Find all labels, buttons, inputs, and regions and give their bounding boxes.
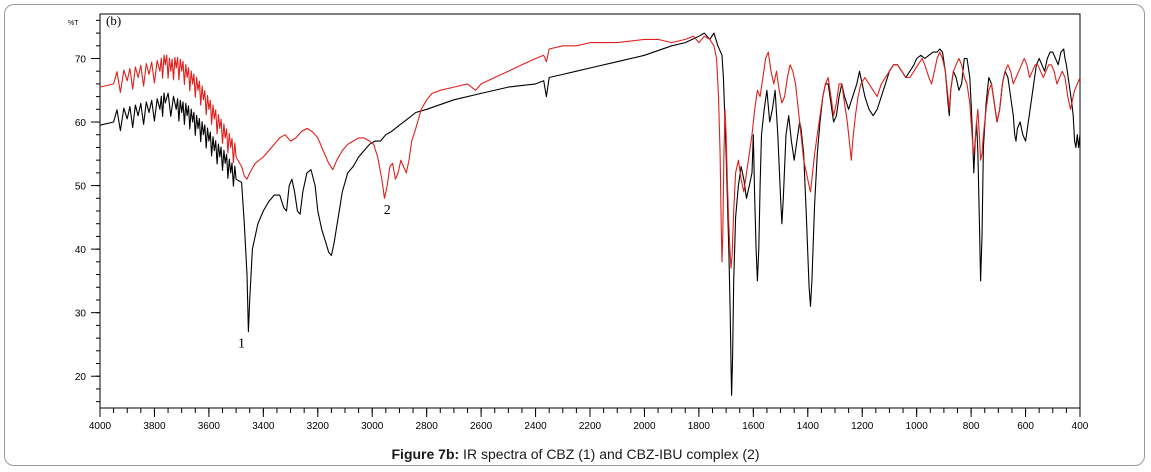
panel-label: (b) xyxy=(106,13,121,28)
x-tick-label: 3600 xyxy=(198,421,221,432)
series-line-1 xyxy=(99,32,1081,396)
y-tick-label: 50 xyxy=(75,182,87,193)
y-axis-label: %T xyxy=(68,20,79,27)
x-tick-label: 400 xyxy=(1072,421,1089,432)
y-tick-label: 60 xyxy=(75,118,87,129)
x-tick-label: 3200 xyxy=(307,421,330,432)
y-tick-label: 40 xyxy=(75,245,87,256)
x-tick-label: 1200 xyxy=(851,421,874,432)
chart-series xyxy=(99,32,1081,396)
caption-text: IR spectra of CBZ (1) and CBZ-IBU comple… xyxy=(459,446,760,462)
y-tick-label: 30 xyxy=(75,309,87,320)
x-tick-label: 1800 xyxy=(688,421,711,432)
x-tick-label: 3000 xyxy=(361,421,384,432)
x-tick-label: 1400 xyxy=(797,421,820,432)
x-tick-label: 2200 xyxy=(579,421,602,432)
series-label-1: 1 xyxy=(238,337,245,352)
plot-border xyxy=(99,13,1081,409)
figure-caption: Figure 7b: IR spectra of CBZ (1) and CBZ… xyxy=(0,446,1151,462)
chart-axes: 4000 3800 3600 3400 3200 3000 2800 2600 2400 2200… xyxy=(68,13,1089,432)
x-tick-label: 3400 xyxy=(252,421,275,432)
x-tick-label: 1600 xyxy=(742,421,765,432)
x-tick-label: 3800 xyxy=(143,421,166,432)
x-tick-label: 2800 xyxy=(416,421,439,432)
x-tick-label: 600 xyxy=(1017,421,1034,432)
y-tick-label: 70 xyxy=(75,54,87,65)
x-tick-label: 4000 xyxy=(89,421,112,432)
series-label-2: 2 xyxy=(384,203,391,218)
chart-annotations: 12 xyxy=(238,203,391,351)
y-tick-label: 20 xyxy=(75,372,87,383)
ir-spectrum-chart: 4000 3800 3600 3400 3200 3000 2800 2600 2400 2200… xyxy=(68,13,1089,432)
caption-label: Figure 7b: xyxy=(391,446,460,462)
figure-frame xyxy=(4,4,1145,466)
x-tick-label: 800 xyxy=(963,421,980,432)
series-line-2 xyxy=(99,35,1081,269)
x-tick-label: 2000 xyxy=(633,421,656,432)
x-tick-label: 2400 xyxy=(524,421,547,432)
x-tick-label: 1000 xyxy=(906,421,929,432)
x-tick-label: 2600 xyxy=(470,421,493,432)
